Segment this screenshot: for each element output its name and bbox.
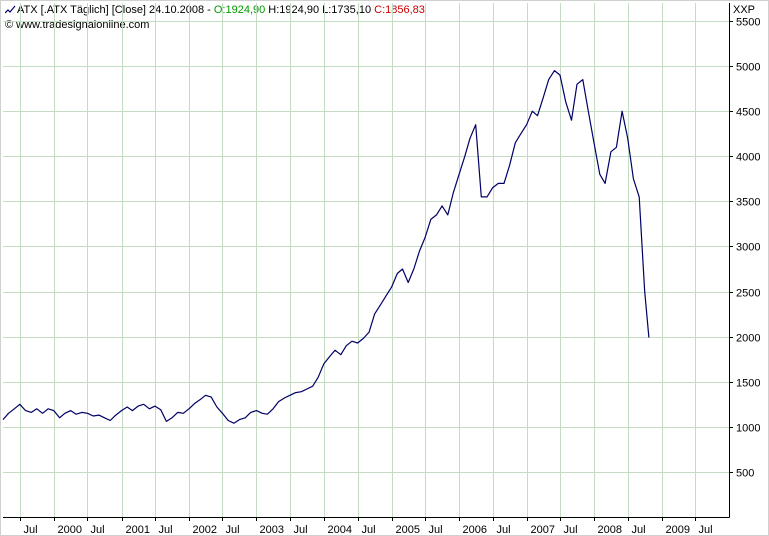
- x-tick-label: Jul: [362, 524, 376, 535]
- x-tick-label: Jul: [497, 524, 511, 535]
- x-tick-label: Jul: [699, 524, 713, 535]
- atx-close-line: [2, 69, 650, 424]
- vertical-gridlines: [20, 3, 696, 517]
- y-tick-label: 2500: [736, 288, 760, 300]
- x-tick-label: 2005: [396, 524, 420, 535]
- horizontal-gridlines: [3, 21, 729, 473]
- x-tick-label: Jul: [564, 524, 578, 535]
- y-axis-unit: XXP: [733, 4, 756, 16]
- open-value: O:1924,90: [213, 4, 266, 16]
- x-tick-label: 2006: [463, 524, 487, 535]
- chart-header: ATX [.ATX Täglich] [Close] 24.10.2008 - …: [5, 4, 425, 17]
- series-layer: [2, 69, 650, 424]
- y-tick-label: 1500: [736, 378, 760, 390]
- x-tick-label: Jul: [159, 524, 173, 535]
- high-value: H:1924,90: [265, 4, 320, 16]
- y-tick-label: 4500: [736, 107, 760, 119]
- close-value: C:1856,83: [371, 4, 425, 16]
- x-tick-label: 2009: [666, 524, 690, 535]
- x-tick-label: Jul: [24, 524, 38, 535]
- x-tick-label: 2002: [193, 524, 217, 535]
- x-tick-label: Jul: [294, 524, 308, 535]
- y-axis-labels: 500 1000 1500 2000 2500 3000 3500 4000 4500 5000 5…: [736, 17, 760, 480]
- x-tick-label: 2000: [58, 524, 82, 535]
- chart-title: ATX [.ATX Täglich] [Close] 24.10.2008 -: [17, 4, 214, 16]
- line-chart-icon: [5, 5, 16, 14]
- y-tick-label: 3500: [736, 197, 760, 209]
- y-tick-label: 4000: [736, 152, 760, 164]
- y-tick-label: 5500: [736, 17, 760, 29]
- x-axis-labels: Jul 2000 Jul 2001 Jul 2002 Jul 2003 Jul 2004 Jul 20…: [24, 524, 713, 535]
- y-tick-label: 3000: [736, 242, 760, 254]
- x-tick-label: Jul: [226, 524, 240, 535]
- x-tick-label: 2008: [598, 524, 622, 535]
- x-tick-label: 2001: [126, 524, 150, 535]
- y-tick-label: 500: [736, 468, 754, 480]
- y-tick-label: 1000: [736, 423, 760, 435]
- y-tick-label: 5000: [736, 62, 760, 74]
- x-tick-label: Jul: [632, 524, 646, 535]
- x-tick-label: Jul: [91, 524, 105, 535]
- x-tick-label: Jul: [429, 524, 443, 535]
- x-tick-label: 2004: [328, 524, 352, 535]
- x-tick-label: 2007: [531, 524, 555, 535]
- y-tick-label: 2000: [736, 333, 760, 345]
- axes: [3, 3, 733, 521]
- x-tick-label: 2003: [260, 524, 284, 535]
